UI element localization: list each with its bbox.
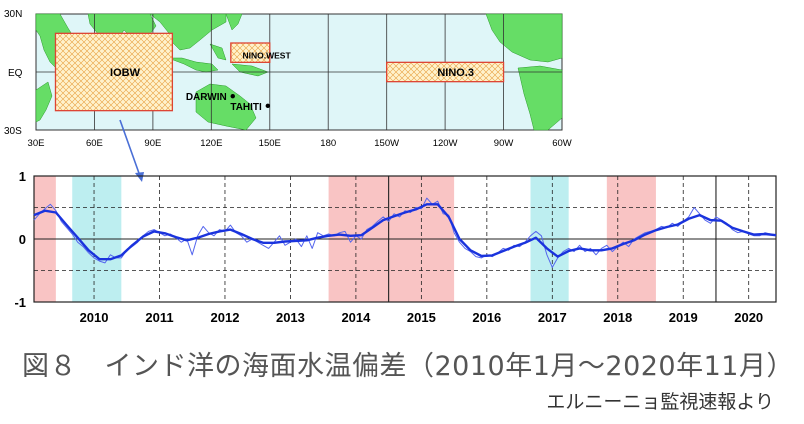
series-line-running-mean — [33, 203, 777, 261]
x-tick-label: 2013 — [276, 310, 305, 325]
lon-label: 150E — [259, 138, 281, 149]
lon-label: 90E — [144, 138, 161, 149]
sst-anomaly-chart: 1 0 -1 2010 2011 2012 2013 2014 2015 2016 2017 201… — [14, 169, 777, 325]
y-tick-label: 0 — [19, 232, 26, 247]
lon-label: 150W — [374, 138, 399, 149]
x-tick-label: 2015 — [407, 310, 436, 325]
region-label-nino-3: NINO.3 — [437, 67, 474, 79]
lon-label: 120W — [433, 138, 458, 149]
x-tick-label: 2018 — [603, 310, 632, 325]
figure-source: エルニーニョ監視速報より — [546, 391, 774, 413]
lon-label: 30E — [28, 138, 45, 149]
x-tick-label: 2011 — [145, 310, 173, 325]
x-tick-label: 2012 — [211, 310, 240, 325]
region-box-nino-west — [230, 42, 271, 63]
x-tick-label: 2014 — [341, 310, 371, 325]
station-marker-darwin — [230, 93, 235, 99]
lon-label: 180 — [320, 138, 336, 149]
lat-label-30s: 30S — [4, 126, 22, 137]
arrow-map-to-chart — [119, 119, 144, 182]
region-label-iobw: IOBW — [110, 67, 141, 79]
lon-label: 90W — [494, 138, 514, 149]
x-tick-label: 2019 — [669, 310, 698, 325]
lat-label-30n: 30N — [4, 9, 22, 20]
x-tick-label: 2010 — [80, 310, 109, 325]
lon-label: 60E — [86, 138, 103, 149]
station-label-darwin: DARWIN — [186, 92, 227, 103]
figure-caption: 図８ インド洋の海面水温偏差（2010年1月～2020年11月） — [22, 351, 794, 382]
region-label-nino-west: NINO.WEST — [243, 51, 292, 61]
lon-label: 120E — [200, 138, 222, 149]
region-box-iobw — [54, 32, 174, 112]
x-tick-label: 2016 — [472, 310, 501, 325]
lat-label-eq: EQ — [8, 68, 23, 79]
lon-label: 60W — [552, 138, 572, 149]
station-label-tahiti: TAHITI — [230, 102, 262, 113]
y-tick-label: 1 — [19, 169, 26, 184]
region-box-nino-3 — [386, 61, 505, 83]
map-axis-labels: 30N EQ 30S 30E 60E 90E 120E 150E 180 150W 120W 9… — [4, 9, 572, 149]
y-tick-label: -1 — [14, 295, 26, 310]
x-tick-label: 2020 — [734, 310, 763, 325]
station-marker-tahiti — [265, 103, 271, 109]
x-tick-label: 2017 — [538, 310, 567, 325]
